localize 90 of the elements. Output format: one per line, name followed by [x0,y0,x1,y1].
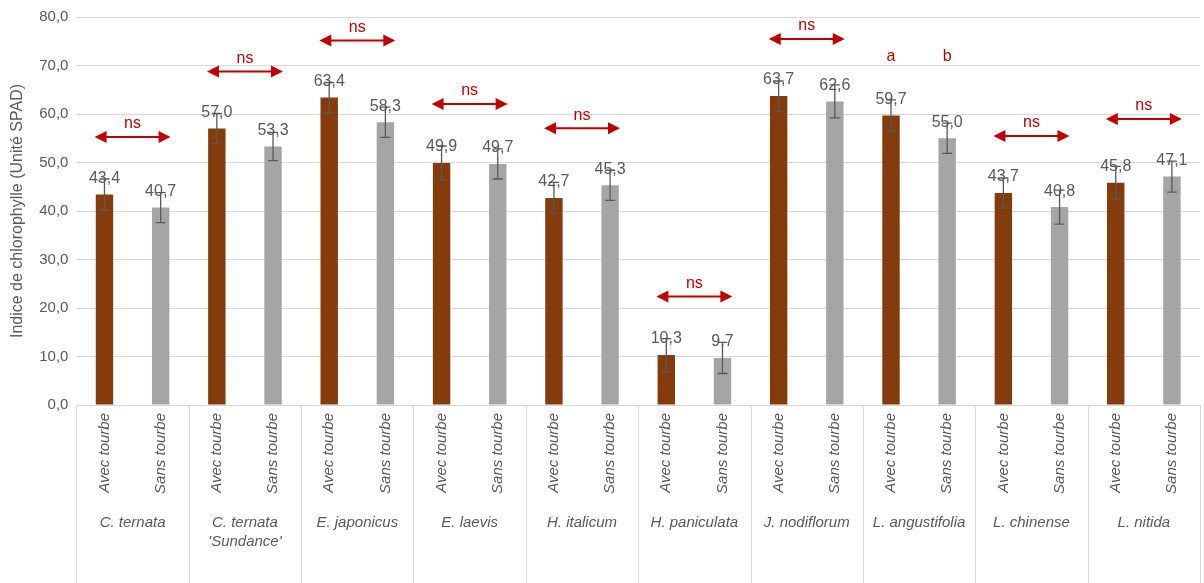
annotation: ns [1135,96,1153,114]
bar [376,122,395,405]
bar [994,193,1013,405]
data-label: 43,4 [88,168,121,186]
y-axis-title: Indice de chlorophylle (Unité SPAD) [8,83,26,339]
y-tick-label: 30,0 [39,249,69,267]
annotation: ns [798,16,816,34]
data-label: 45,3 [594,159,626,177]
x-tick-label: L. chinense [993,512,1070,530]
y-tick-label: 50,0 [39,152,69,170]
text: Sans tourbe [712,413,730,494]
bar [938,138,956,405]
bar [1050,207,1069,405]
bar [1163,176,1181,405]
data-label: 63,7 [763,70,795,88]
x-tick-label: J. nodiflorum [762,512,850,530]
text: Avec tourbe [431,413,449,493]
bar [601,185,619,405]
bar [545,197,563,405]
data-label: 59,7 [875,89,907,107]
text: Sans tourbe [1162,413,1180,494]
bar [432,162,451,405]
x-tick-label: L. nitida [1117,512,1171,530]
x-tick-label: E. japonicus [316,512,399,530]
text: Sans tourbe [487,413,505,494]
data-label: 43,7 [987,167,1020,185]
bar [1107,182,1125,405]
annotation: b [942,47,952,65]
annotation: ns [1023,113,1040,131]
data-label: 40,7 [145,182,177,200]
x-tick-label: H. italicum [547,512,618,530]
bar [657,355,675,405]
y-tick-label: 60,0 [39,104,69,122]
text: Avec tourbe [881,413,899,493]
annotation: ns [573,105,591,123]
bar [264,146,282,405]
data-label: 49,7 [482,138,514,156]
bar [489,163,507,405]
y-tick-label: 0,0 [47,395,69,413]
text: Sans tourbe [825,413,842,494]
x-tick-label: C. ternata [99,512,166,530]
data-label: 42,7 [538,172,570,190]
y-tick-label: 80,0 [39,7,69,25]
text: Sans tourbe [263,413,281,494]
annotation: ns [348,17,366,35]
text: Sans tourbe [150,413,168,494]
x-tick-label: C. ternata 'Sundance' [208,512,283,549]
data-label: 45,8 [1100,157,1132,175]
text: Avec tourbe [768,413,786,493]
text: Sans tourbe [375,413,393,494]
text: Avec tourbe [94,413,112,494]
text: Sans tourbe [1049,413,1067,494]
data-label: 63,4 [313,71,345,89]
y-tick-label: 40,0 [39,201,69,219]
data-label: 47,1 [1156,150,1188,168]
y-tick-label: 10,0 [39,346,69,364]
annotation: ns [124,114,142,132]
bar [151,207,170,405]
data-label: 55,0 [931,112,963,130]
text: Avec tourbe [656,413,674,493]
annotation: ns [685,273,703,291]
data-label: 62,6 [819,75,851,93]
text: Avec tourbe [993,413,1011,493]
y-tick-label: 70,0 [39,55,69,73]
annotation: ns [461,81,479,99]
bar [208,128,226,405]
data-label: 49,9 [426,137,458,155]
text: Avec tourbe [319,413,337,493]
text: Avec tourbe [1105,413,1123,493]
x-tick-label: E. laevis [441,512,499,530]
bar [882,115,900,405]
text: Avec tourbe [544,413,562,493]
text: Sans tourbe [937,413,955,494]
annotation: a [886,47,896,65]
bar [826,101,844,405]
data-label: 57,0 [201,102,233,120]
data-label: 10,3 [650,329,682,347]
x-tick-label: L. angustifolia [872,512,966,530]
data-label: 40,8 [1043,181,1076,199]
text: Sans tourbe [600,413,618,494]
text: Avec tourbe [207,413,225,493]
data-label: 58,3 [369,96,402,114]
bar [320,97,338,405]
x-tick-label: H. paniculata [650,512,739,530]
bar [95,194,114,405]
data-label: 53,3 [257,120,289,138]
annotation: ns [236,48,254,66]
y-tick-label: 20,0 [39,298,69,316]
bar [713,357,732,405]
bar [769,96,788,405]
